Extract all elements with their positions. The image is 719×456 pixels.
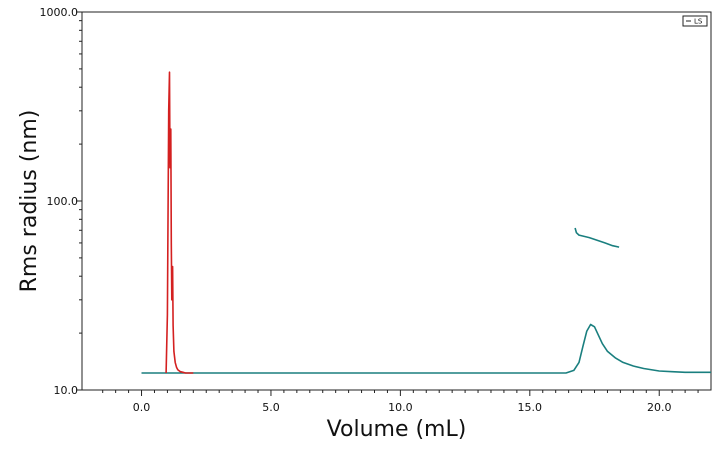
x-tick-label: 20.0 — [647, 401, 672, 414]
series-line-0 — [141, 323, 711, 374]
series-line-1 — [574, 227, 620, 248]
x-tick-label: 15.0 — [518, 401, 543, 414]
x-axis-title: Volume (mL) — [327, 417, 467, 442]
y-axis: 10.0 100.0 1000.0 — [40, 6, 82, 397]
x-tick-label: 0.0 — [133, 401, 151, 414]
legend: LS — [682, 15, 708, 27]
plot-frame — [81, 11, 712, 391]
y-tick-label: 1000.0 — [40, 6, 79, 19]
series-line-2 — [165, 71, 194, 374]
legend-label: LS — [694, 18, 703, 26]
plot-area — [81, 11, 712, 391]
y-tick-label: 100.0 — [47, 195, 79, 208]
y-tick-label: 10.0 — [54, 384, 79, 397]
x-tick-label: 10.0 — [388, 401, 413, 414]
legend-box — [682, 15, 708, 27]
y-axis-title: Rms radius (nm) — [17, 110, 42, 293]
x-axis: 0.0 5.0 10.0 15.0 20.0 — [102, 390, 699, 414]
series-layer — [141, 71, 711, 374]
x-tick-label: 5.0 — [262, 401, 280, 414]
